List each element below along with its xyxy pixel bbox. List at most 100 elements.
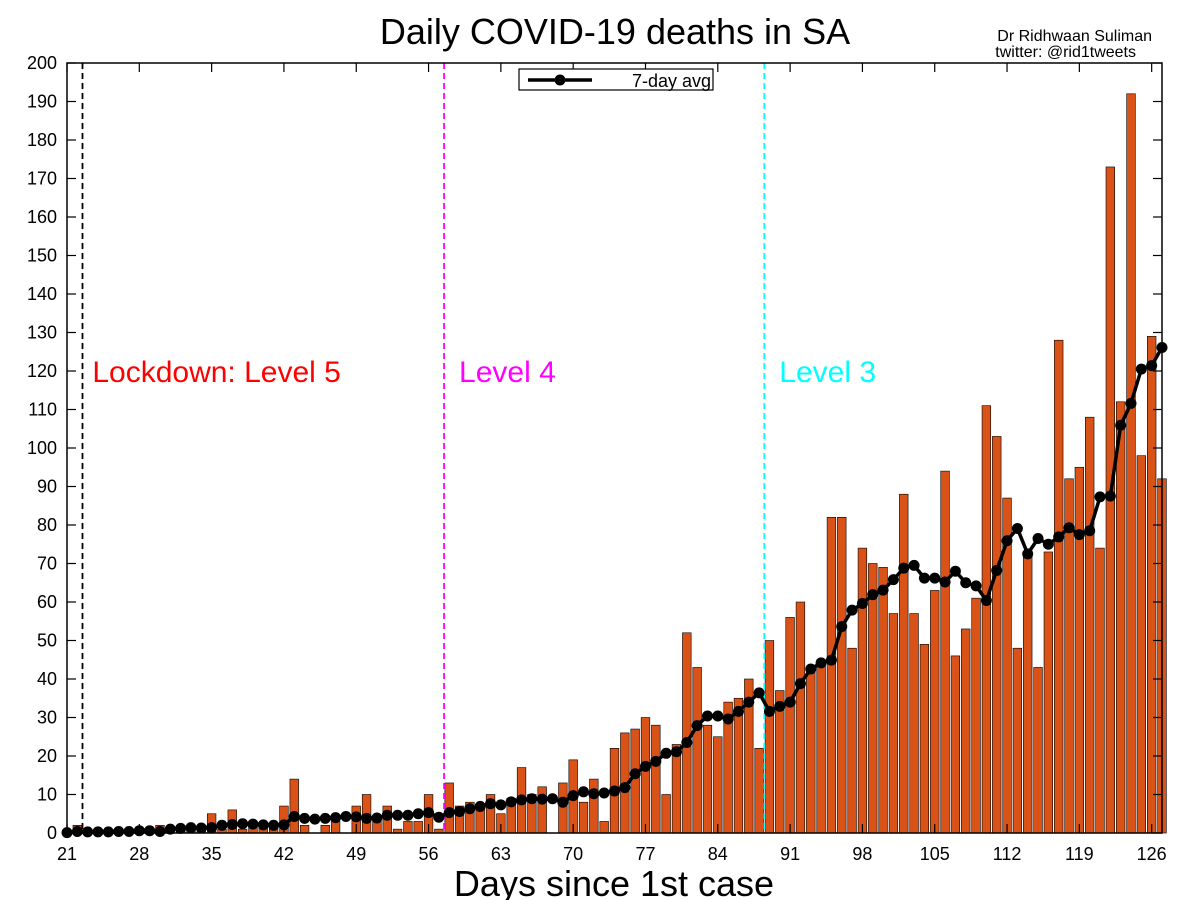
bar [940,470,950,834]
avg-point [681,737,693,749]
avg-point [350,811,362,823]
level-annotations: Lockdown: Level 5 Level 4 Level 3 [92,356,876,389]
avg-point [567,790,579,802]
bar [754,747,764,834]
x-tick-label: 63 [491,844,511,864]
bar [1116,401,1126,834]
bar [289,778,299,834]
y-tick-label: 30 [37,708,57,728]
bar [806,670,816,834]
avg-point [402,809,414,821]
y-tick-label: 0 [47,823,57,843]
legend-label: 7-day avg [632,71,711,91]
bar [682,632,692,834]
bar [816,659,826,834]
y-tick-label: 80 [37,515,57,535]
y-tick-label: 50 [37,631,57,651]
chart-title: Daily COVID-19 deaths in SA [380,11,850,52]
bar [713,736,723,834]
avg-point [1032,532,1044,544]
avg-point [722,713,734,725]
y-axis: 0 10 20 30 40 50 60 70 80 90 100 110 120 130 140 150 160… [27,53,1162,843]
avg-point [949,565,961,577]
bar [671,744,682,834]
bar [578,801,589,834]
bar-series [72,93,1167,834]
bar [1126,93,1136,834]
avg-point [846,604,858,616]
bar [1012,647,1023,834]
author-credit: Dr Ridhwaan Suliman [997,28,1152,45]
avg-point [547,793,559,805]
avg-line-series [61,342,1168,839]
bar [403,821,413,834]
legend: 7-day avg [518,68,714,91]
avg-point [392,809,404,821]
avg-point [939,576,951,588]
avg-point [102,826,114,838]
y-tick-label: 120 [27,361,57,381]
avg-point [639,760,651,772]
avg-point [970,580,982,592]
avg-point [257,819,269,831]
avg-point [774,700,786,712]
avg-point [185,822,197,834]
x-tick-label: 84 [708,844,728,864]
avg-point [732,705,744,717]
avg-point [815,657,827,669]
avg-point [598,787,610,799]
bar [878,567,888,834]
avg-point [836,621,848,633]
y-tick-label: 200 [27,53,57,73]
avg-point [82,826,94,838]
avg-point [1146,360,1158,372]
avg-point [144,825,156,837]
x-axis-title: Days since 1st case [454,863,774,900]
avg-point [557,796,569,808]
avg-point [495,799,507,811]
bar [1023,551,1033,834]
avg-point [1053,531,1065,543]
avg-point [505,796,517,808]
x-tick-label: 119 [1065,844,1094,864]
bar [909,613,919,834]
avg-point [1063,522,1075,534]
avg-point [536,793,548,805]
level-label: Level 4 [459,356,556,389]
bar [950,655,961,834]
avg-point [526,793,538,805]
avg-point [92,826,104,838]
avg-point [1104,490,1116,502]
y-tick-label: 40 [37,669,57,689]
bar [795,601,806,834]
avg-point [763,705,775,717]
avg-point [609,785,620,797]
avg-point [340,810,352,822]
avg-point [226,819,238,831]
bar [702,724,713,834]
legend-box [518,68,714,91]
avg-point [908,559,920,571]
avg-point [381,809,393,821]
y-tick-label: 90 [37,477,57,497]
bar [868,563,878,834]
y-tick-label: 60 [37,592,57,612]
x-tick-label: 105 [920,844,950,864]
avg-point [743,696,755,708]
bar [1074,466,1085,834]
avg-point [433,811,445,823]
bar [992,436,1002,834]
avg-point [619,782,631,794]
avg-point [443,807,455,819]
bar [630,728,640,834]
y-tick-label: 70 [37,554,57,574]
x-axis: 21 28 35 42 49 56 63 70 77 84 91 98 105 112 119 126 [57,63,1167,864]
y-tick-label: 130 [27,323,57,343]
y-tick-label: 100 [27,438,57,458]
y-tick-label: 20 [37,746,57,766]
avg-point [1042,538,1054,550]
y-tick-label: 140 [27,284,57,304]
y-tick-label: 170 [27,169,57,189]
avg-point [237,818,249,830]
avg-point [629,768,641,780]
